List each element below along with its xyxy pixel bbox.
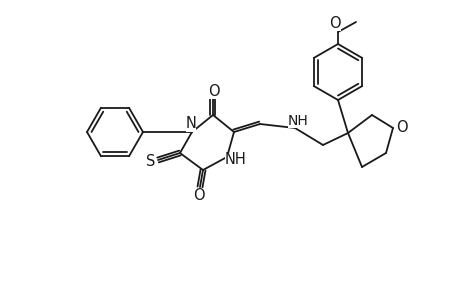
Text: O: O <box>395 121 407 136</box>
Text: N: N <box>185 116 196 131</box>
Text: S: S <box>146 154 155 169</box>
Text: NH: NH <box>287 114 308 128</box>
Text: O: O <box>193 188 204 202</box>
Text: O: O <box>329 16 340 31</box>
Text: NH: NH <box>224 152 246 167</box>
Text: O: O <box>208 83 219 98</box>
